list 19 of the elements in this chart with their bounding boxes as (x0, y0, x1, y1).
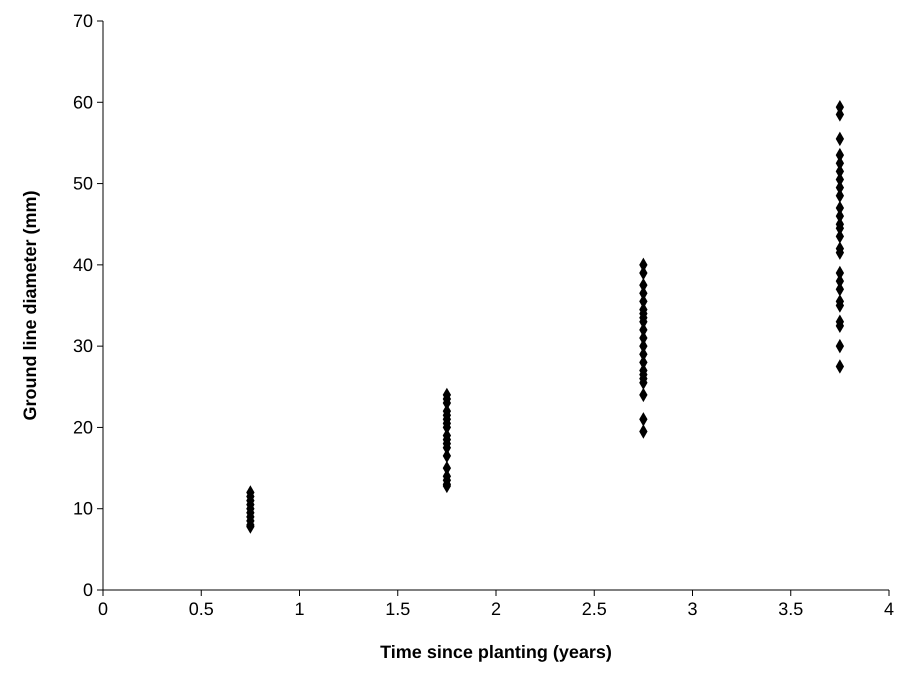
x-tick-label: 1.5 (385, 599, 410, 619)
x-axis-title: Time since planting (years) (380, 642, 612, 662)
y-tick-label: 50 (72, 174, 93, 194)
x-tick-label: 3 (687, 599, 698, 619)
x-tick-label: 1 (294, 599, 305, 619)
y-tick-label: 30 (72, 336, 93, 356)
y-tick-label: 20 (72, 417, 93, 438)
y-tick-label: 60 (72, 92, 93, 112)
y-tick-label: 0 (82, 580, 93, 600)
y-tick-label: 40 (72, 254, 93, 275)
y-axis-title: Ground line diameter (mm) (20, 190, 40, 421)
x-tick-label: 0.5 (188, 599, 214, 619)
x-tick-label: 4 (884, 599, 894, 619)
y-tick-label: 70 (72, 11, 93, 31)
x-tick-label: 0 (98, 599, 108, 619)
x-tick-label: 3.5 (778, 599, 804, 619)
x-tick-label: 2 (490, 599, 502, 619)
x-tick-label: 2.5 (582, 599, 607, 619)
y-tick-label: 10 (72, 498, 93, 519)
